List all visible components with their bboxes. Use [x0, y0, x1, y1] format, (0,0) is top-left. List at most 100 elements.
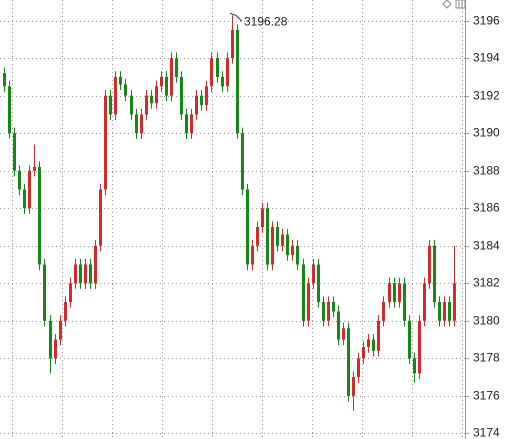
candle-body	[337, 311, 340, 340]
y-tick-label: 3196	[473, 14, 500, 28]
candle-body	[79, 264, 82, 284]
candle-body	[438, 302, 441, 321]
candle-body	[312, 264, 315, 284]
bars-icon[interactable]	[455, 0, 466, 9]
candle-body	[448, 302, 451, 321]
candle-body	[185, 114, 188, 134]
candle-body	[221, 76, 224, 87]
candle-body	[64, 302, 67, 321]
candle-body	[388, 283, 391, 303]
candle-body	[332, 302, 335, 312]
candle-body	[453, 283, 456, 321]
candle-body	[124, 84, 127, 96]
y-tick-label: 3194	[473, 51, 500, 65]
candle-body	[135, 114, 138, 134]
candle-body	[104, 95, 107, 190]
y-tick-label: 3174	[473, 426, 500, 439]
candle-body	[302, 264, 305, 321]
candle-body	[54, 339, 57, 359]
candle-body	[322, 302, 325, 321]
candle-body	[69, 283, 72, 303]
candle-body	[418, 320, 421, 374]
y-tick-label: 3190	[473, 126, 500, 140]
candle-body	[226, 58, 229, 87]
candle-body	[99, 189, 102, 246]
toolbar-icons	[442, 0, 466, 9]
candle-body	[49, 320, 52, 359]
candle-body	[94, 245, 97, 284]
candle-body	[382, 302, 385, 321]
candle-body	[190, 114, 193, 134]
candle-body	[276, 227, 279, 246]
candle-body	[89, 264, 92, 284]
candle-body	[271, 227, 274, 265]
candle-body	[362, 347, 365, 359]
candle-body	[38, 166, 41, 265]
candle-body	[200, 95, 203, 106]
candle-body	[408, 320, 411, 359]
candle-body	[205, 86, 208, 106]
candle-body	[393, 283, 396, 303]
candle-body	[109, 95, 112, 115]
candle-body	[286, 234, 289, 256]
candle-body	[327, 302, 330, 321]
candle-body	[317, 264, 320, 303]
candle-body	[256, 227, 259, 246]
y-tick-label: 3176	[473, 389, 500, 403]
y-tick-label: 3188	[473, 164, 500, 178]
y-tick-label: 3182	[473, 276, 500, 290]
candle-body	[398, 283, 401, 303]
candle-body	[377, 320, 380, 351]
candle-body	[423, 283, 426, 321]
y-tick-label: 3186	[473, 201, 500, 215]
y-tick-label: 3180	[473, 314, 500, 328]
candle-body	[231, 30, 234, 59]
candle-body	[13, 133, 16, 171]
candle-body	[155, 86, 158, 104]
candle-body	[352, 377, 355, 396]
candle-body	[433, 245, 436, 303]
candle-body	[3, 73, 6, 87]
candle-body	[140, 114, 143, 134]
candle-body	[8, 86, 11, 134]
candle-body	[281, 234, 284, 246]
candle-body	[175, 58, 178, 77]
candle-body	[195, 95, 198, 115]
candle-body	[216, 58, 219, 77]
candle-body	[74, 264, 77, 284]
candle-body	[428, 245, 431, 284]
candle-body	[59, 320, 62, 340]
candle-body	[342, 328, 345, 340]
candle-body	[130, 95, 133, 115]
candle-body	[170, 58, 173, 96]
candle-body	[33, 166, 36, 171]
y-tick-label: 3184	[473, 239, 500, 253]
candle-body	[23, 189, 26, 209]
candle-body	[372, 339, 375, 351]
candle-body	[403, 283, 406, 321]
candle-body	[296, 245, 299, 265]
candle-body	[251, 245, 254, 265]
candle-body	[357, 358, 360, 378]
candle-body	[413, 358, 416, 374]
candle-body	[28, 170, 31, 209]
y-tick-label: 3192	[473, 89, 500, 103]
max-annotation: 3196.28	[244, 15, 288, 29]
candle-body	[241, 133, 244, 190]
y-tick-label: 3178	[473, 351, 500, 365]
candle-body	[236, 30, 239, 134]
annotation-pointer	[229, 12, 243, 22]
candle-body	[119, 76, 122, 85]
candle-body	[367, 339, 370, 348]
candle-body	[266, 208, 269, 265]
candle-body	[307, 283, 310, 321]
candle-body	[150, 95, 153, 104]
candle-body	[145, 95, 148, 115]
candle-body	[347, 328, 350, 396]
candle-body	[165, 76, 168, 96]
candle-body	[18, 170, 21, 190]
diamond-icon[interactable]	[442, 0, 452, 9]
candle-body	[160, 76, 163, 87]
candle-body	[246, 189, 249, 265]
